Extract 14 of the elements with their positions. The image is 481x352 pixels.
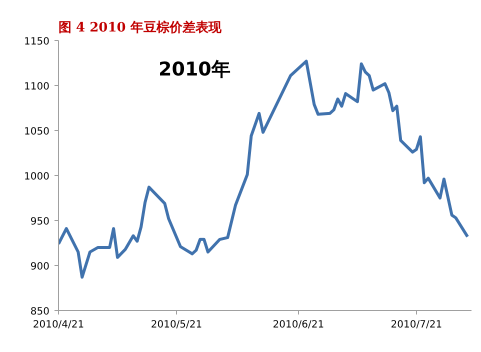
y-tick-label: 950 [30,216,50,228]
y-tick-label: 1150 [24,36,50,48]
x-tick-label: 2010/7/21 [390,320,442,330]
y-tick-label: 850 [30,306,50,318]
line-series [58,60,470,279]
y-tick-label: 900 [30,262,50,272]
x-tick-label: 2010/6/21 [272,320,324,330]
y-tick-label: 1100 [24,82,50,92]
chart-title: 图 4 2010 年豆棕价差表现 [58,20,222,36]
x-tick-label: 2010/4/21 [32,320,84,330]
y-tick-label: 1050 [24,126,50,138]
y-tick-label: 1000 [24,172,50,182]
x-tick-label: 2010/5/21 [150,320,202,330]
annotation: 2010年 [158,58,230,80]
